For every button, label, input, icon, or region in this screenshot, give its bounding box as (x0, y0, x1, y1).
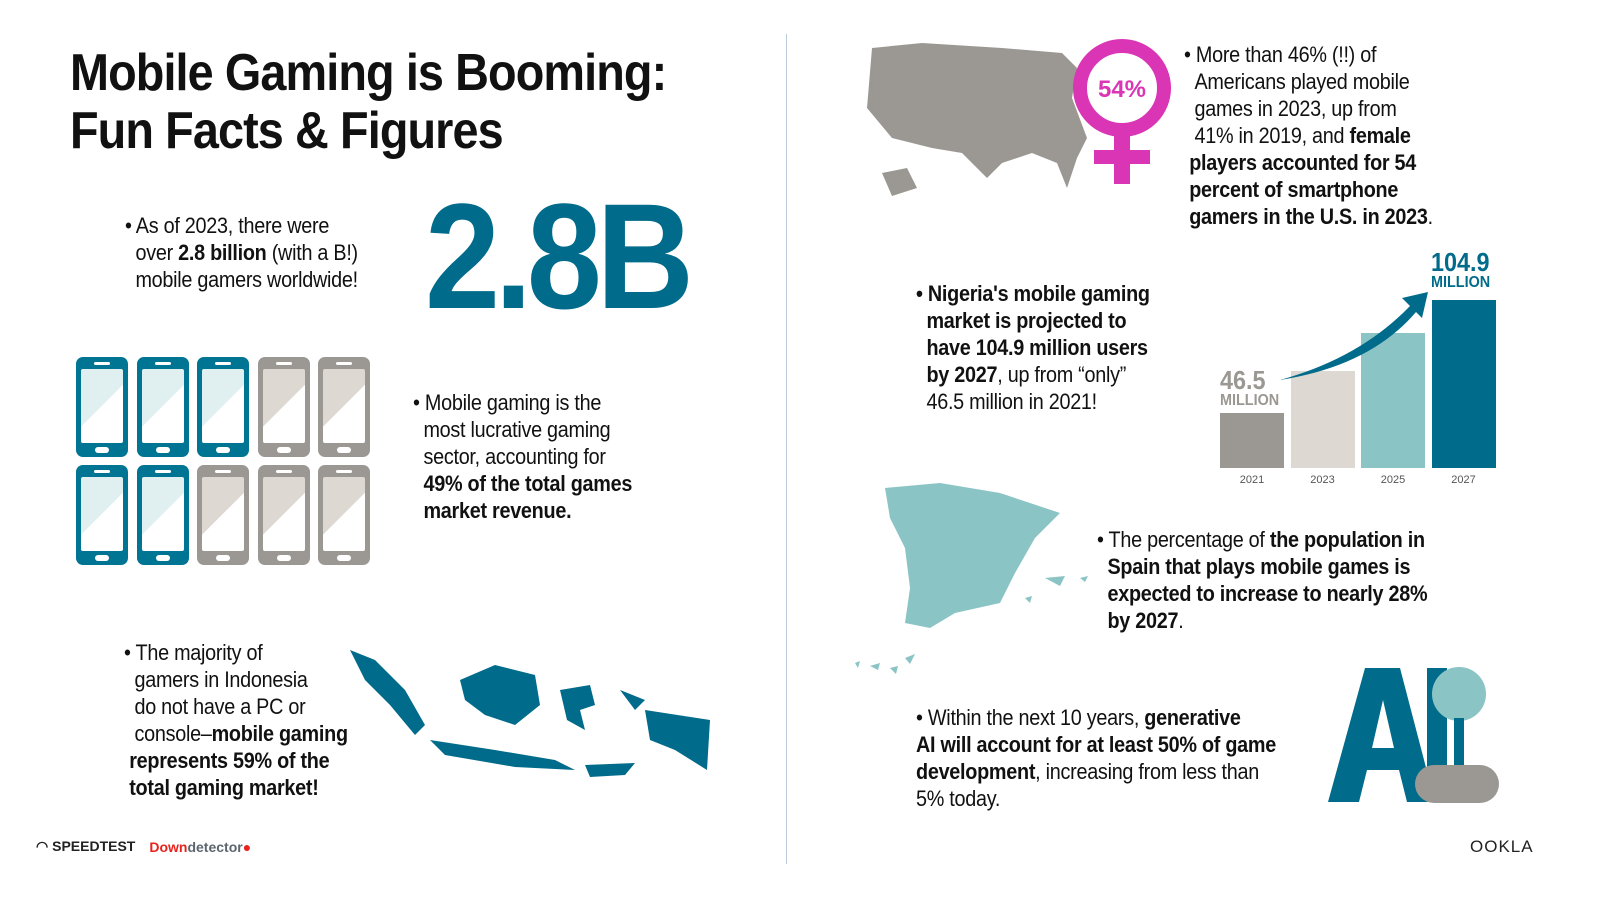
phone-icon (257, 357, 310, 457)
fact-spain: • The percentage of the population in Sp… (1097, 527, 1428, 633)
bar-2025 (1361, 332, 1425, 468)
spain-map (855, 483, 1088, 674)
fact-indonesia: • The majority of gamers in Indonesia do… (124, 640, 348, 800)
downdetector-logo: Downdetector● (149, 838, 252, 855)
nigeria-chart: 2021 2023 2025 2027 46.5 MILLION 104.9 MILLIO… (1220, 247, 1500, 490)
tick-label: 2023 (1310, 474, 1335, 486)
tick-label: 2021 (1239, 474, 1265, 486)
phone-icon (136, 357, 189, 457)
label-2027: 104.9 MILLION (1431, 247, 1491, 291)
growth-arrow-icon (1280, 292, 1428, 380)
page-title: Mobile Gaming is Booming: Fun Facts & Fig… (70, 44, 667, 160)
phone-icon (76, 465, 128, 565)
bar-2023 (1290, 371, 1355, 468)
fact-nigeria: • Nigeria's mobile gaming market is proj… (916, 281, 1150, 414)
tick-label: 2025 (1380, 474, 1406, 486)
ai-joystick-icon (1328, 667, 1499, 803)
ookla-logo: OOKLA (1470, 837, 1534, 856)
fact-revenue: • Mobile gaming is the most lucrative ga… (413, 390, 633, 523)
phone-icon (257, 465, 310, 565)
fact-ai: • Within the next 10 years, generative A… (916, 705, 1276, 811)
indonesia-map (350, 650, 710, 777)
bar-2027 (1431, 299, 1496, 468)
divider (786, 34, 787, 864)
phone-icon (197, 465, 249, 565)
phone-icon (318, 357, 370, 457)
speedtest-logo: ◠ SPEEDTEST (36, 838, 136, 854)
fact-us: • More than 46% (!!) of Americans played… (1184, 42, 1433, 229)
big-number: 2.8B (425, 172, 694, 340)
bar-2021 (1220, 412, 1284, 468)
phone-icon (76, 357, 128, 457)
label-2021: 46.5 MILLION (1220, 365, 1280, 409)
phone-icon (136, 465, 189, 565)
tick-label: 2027 (1451, 474, 1476, 486)
phone-icon (197, 357, 249, 457)
female-symbol-icon: 54% (1073, 39, 1171, 184)
phone-icon (318, 465, 370, 565)
fact-gamers: • As of 2023, there were over 2.8 billio… (125, 213, 358, 292)
us-map (867, 43, 1087, 196)
female-percent-badge: 54% (1098, 76, 1146, 103)
footer-logos: ◠ SPEEDTEST Downdetector● (36, 838, 251, 855)
